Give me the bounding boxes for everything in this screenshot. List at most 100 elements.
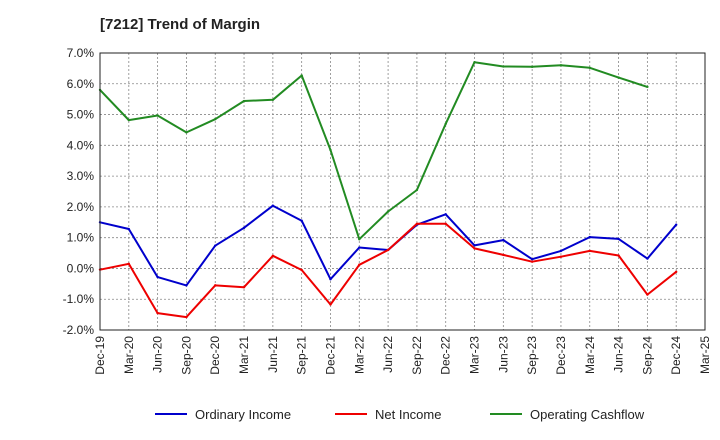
- data-point: [646, 85, 649, 89]
- data-point: [271, 98, 275, 101]
- data-point: [559, 64, 563, 67]
- data-point: [127, 262, 131, 266]
- data-point: [674, 270, 678, 274]
- data-point: [444, 122, 447, 125]
- data-point: [588, 235, 591, 239]
- x-tick-label: Mar-20: [122, 336, 136, 374]
- y-tick-label: -2.0%: [63, 323, 95, 337]
- x-tick-label: Sep-24: [640, 336, 654, 375]
- data-point: [674, 223, 678, 226]
- data-point: [300, 74, 303, 77]
- data-point: [185, 315, 188, 319]
- x-tick-label: Dec-22: [439, 336, 453, 375]
- x-tick-label: Jun-21: [266, 336, 280, 373]
- data-point: [386, 248, 390, 252]
- data-point: [646, 293, 649, 296]
- data-point: [502, 65, 505, 68]
- x-tick-label: Jun-22: [381, 336, 395, 373]
- data-point: [185, 131, 188, 134]
- legend-label: Ordinary Income: [195, 407, 291, 422]
- x-tick-label: Sep-23: [525, 336, 539, 375]
- x-tick-label: Sep-21: [295, 336, 309, 375]
- data-point: [242, 226, 246, 230]
- data-point: [358, 263, 361, 266]
- data-point: [530, 260, 534, 263]
- y-tick-label: 6.0%: [67, 77, 95, 91]
- data-point: [473, 61, 476, 64]
- x-tick-label: Dec-24: [669, 336, 683, 375]
- data-point: [559, 249, 563, 253]
- x-tick-label: Dec-21: [323, 336, 337, 375]
- data-point: [415, 222, 419, 226]
- x-tick-label: Sep-20: [179, 336, 193, 375]
- data-point: [300, 219, 303, 222]
- data-point: [530, 65, 534, 69]
- data-point: [329, 303, 332, 306]
- x-tick-label: Sep-22: [410, 336, 424, 375]
- data-point: [502, 253, 505, 257]
- data-point: [386, 210, 390, 213]
- data-point: [242, 286, 246, 289]
- data-point: [156, 114, 159, 117]
- data-point: [329, 278, 332, 281]
- data-point: [473, 244, 476, 247]
- x-tick-label: Mar-25: [698, 336, 712, 374]
- plot-frame: [99, 52, 706, 331]
- x-tick-label: Mar-22: [352, 336, 366, 374]
- data-point: [300, 268, 303, 272]
- y-tick-label: 0.0%: [67, 261, 95, 275]
- data-point: [588, 249, 591, 253]
- x-tick-label: Jun-23: [496, 336, 510, 373]
- x-tick-label: Mar-24: [583, 336, 597, 374]
- legend-label: Operating Cashflow: [530, 407, 645, 422]
- data-point: [127, 118, 131, 122]
- data-point: [242, 99, 246, 103]
- data-point: [214, 117, 217, 121]
- data-point: [617, 254, 620, 257]
- data-point: [358, 238, 361, 241]
- data-point: [415, 188, 419, 192]
- data-point: [329, 148, 332, 152]
- data-point: [588, 66, 591, 69]
- data-point: [214, 244, 217, 247]
- x-tick-label: Dec-20: [208, 336, 222, 375]
- data-point: [617, 237, 620, 241]
- y-tick-label: 5.0%: [67, 108, 95, 122]
- data-point: [214, 284, 217, 287]
- x-axis-tick-labels: Dec-19 Mar-20 Jun-20 Sep-20 Dec-20 Mar-21 Jun-…: [93, 336, 712, 375]
- legend: Ordinary Income Net Income Operating Cashf…: [155, 407, 645, 422]
- series-line-2: [99, 61, 648, 241]
- data-point: [156, 311, 159, 315]
- grid: [99, 52, 706, 331]
- x-tick-label: Dec-19: [93, 336, 107, 375]
- data-point: [559, 255, 563, 258]
- data-point: [617, 76, 620, 79]
- x-tick-label: Mar-21: [237, 336, 251, 374]
- y-tick-label: 4.0%: [67, 138, 95, 152]
- data-point: [646, 257, 649, 260]
- data-point: [473, 247, 476, 250]
- y-tick-label: 1.0%: [67, 231, 95, 245]
- legend-label: Net Income: [375, 407, 441, 422]
- data-point: [444, 213, 447, 216]
- data-point: [358, 246, 361, 249]
- data-point: [271, 204, 275, 207]
- data-point: [156, 275, 159, 279]
- data-point: [185, 284, 188, 287]
- data-point: [271, 254, 275, 258]
- chart-title: [7212] Trend of Margin: [100, 16, 261, 33]
- data-point: [530, 258, 534, 261]
- y-tick-label: -1.0%: [63, 292, 95, 306]
- data-point: [127, 227, 131, 231]
- y-axis-tick-labels: 7.0% 6.0% 5.0% 4.0% 3.0% 2.0% 1.0% 0.0% -1.0% -2.…: [63, 46, 95, 337]
- x-tick-label: Jun-24: [612, 336, 626, 373]
- y-tick-label: 7.0%: [67, 46, 95, 60]
- data-point: [444, 222, 447, 226]
- x-tick-label: Jun-20: [151, 336, 165, 373]
- series-lines: [98, 61, 678, 319]
- x-tick-label: Mar-23: [468, 336, 482, 374]
- data-point: [502, 238, 505, 242]
- x-tick-label: Dec-23: [554, 336, 568, 375]
- y-tick-label: 2.0%: [67, 200, 95, 214]
